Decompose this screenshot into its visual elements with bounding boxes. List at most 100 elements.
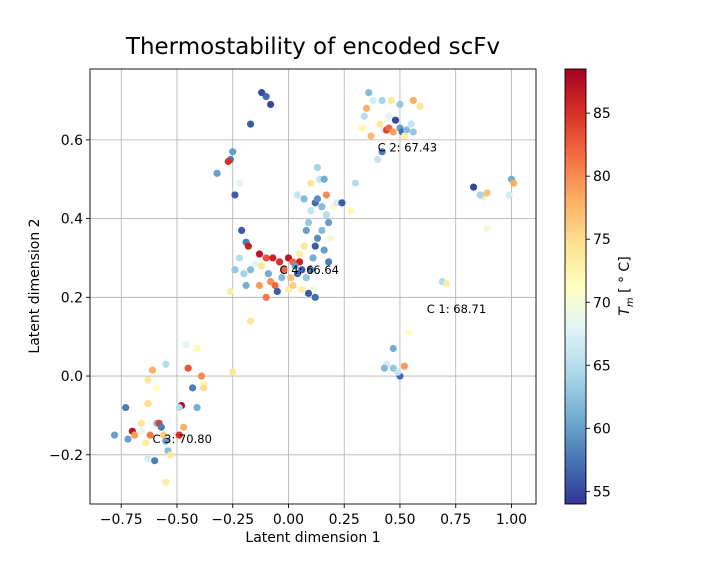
scatter-point xyxy=(246,266,255,274)
scatter-point xyxy=(396,100,404,109)
scatter-point xyxy=(122,403,130,412)
scatter-point xyxy=(483,224,491,233)
scatter-point xyxy=(188,384,197,392)
scatter-point xyxy=(262,254,270,262)
scatter-point xyxy=(197,372,206,380)
scatter-point xyxy=(338,199,346,207)
x-tick-label: −0.75 xyxy=(100,512,143,528)
colorbar-tick-label: 55 xyxy=(593,484,611,500)
scatter-point xyxy=(387,96,395,105)
scatter-point xyxy=(246,120,255,128)
scatter-point xyxy=(235,254,244,262)
scatter-point xyxy=(244,242,252,250)
scatter-point xyxy=(394,368,402,376)
scatter-point xyxy=(443,279,451,288)
scatter-point xyxy=(159,431,168,439)
scatter-point xyxy=(144,376,152,384)
scatter-point xyxy=(193,403,201,412)
x-tick-label: 0.75 xyxy=(440,512,471,528)
scatter-point xyxy=(510,179,518,187)
scatter-point xyxy=(280,266,288,274)
scatter-point xyxy=(409,128,417,136)
y-axis-ticks: −0.2 0.0 0.2 0.4 0.6 xyxy=(49,133,90,464)
scatter-point xyxy=(291,262,299,270)
scatter-point xyxy=(110,431,119,439)
scatter-point xyxy=(307,179,315,187)
scatter-point xyxy=(151,457,159,465)
scatter-point xyxy=(238,226,246,235)
y-axis-label: Latent dimension 2 xyxy=(27,218,43,353)
scatter-point xyxy=(322,211,330,219)
grid-lines xyxy=(90,69,536,504)
scatter-point xyxy=(374,155,382,164)
scatter-point xyxy=(483,189,491,197)
colorbar xyxy=(565,69,586,504)
scatter-point xyxy=(313,234,322,242)
x-tick-label: −0.25 xyxy=(211,512,254,528)
colorbar-tick-label: 70 xyxy=(593,295,611,311)
scatter-point xyxy=(264,270,272,278)
scatter-point xyxy=(313,163,322,172)
scatter-point xyxy=(231,266,239,274)
y-tick-label: 0.0 xyxy=(61,369,83,385)
scatter-point xyxy=(175,403,183,412)
scatter-point xyxy=(200,384,208,392)
colorbar-tick-label: 65 xyxy=(593,358,611,374)
cluster-annotation: C 1: 68.71 xyxy=(427,302,486,316)
scatter-point xyxy=(235,179,244,187)
colorbar-frame xyxy=(564,68,587,505)
scatter-point xyxy=(391,116,400,124)
scatter-point xyxy=(416,102,424,110)
scatter-point xyxy=(224,157,232,166)
colorbar-tick-label: 85 xyxy=(593,106,611,122)
scatter-point xyxy=(262,92,270,101)
scatter-point xyxy=(296,250,304,258)
scatter-point xyxy=(389,128,397,136)
scatter-point xyxy=(358,124,366,132)
scatter-point xyxy=(162,478,170,486)
colorbar-label-sub: m xyxy=(625,297,636,307)
scatter-point xyxy=(302,226,310,235)
y-tick-label: −0.2 xyxy=(49,448,83,464)
scatter-point xyxy=(157,423,165,431)
scatter-point xyxy=(269,254,277,262)
scatter-point xyxy=(302,274,310,282)
scatter-point xyxy=(307,207,315,215)
scatter-point xyxy=(378,148,386,156)
scatter-point xyxy=(137,419,145,427)
scatter-point xyxy=(298,266,306,274)
scatter-point xyxy=(229,148,237,156)
scatter-point xyxy=(144,400,152,408)
x-axis-label: Latent dimension 1 xyxy=(245,530,380,546)
colorbar-label-main: T xyxy=(617,306,633,316)
y-tick-label: 0.2 xyxy=(61,290,83,306)
scatter-point xyxy=(271,281,279,290)
scatter-point xyxy=(318,203,326,211)
scatter-point xyxy=(229,368,237,376)
cluster-annotation: C 3: 70.80 xyxy=(152,432,211,446)
x-tick-label: 0.50 xyxy=(384,512,415,528)
scatter-point xyxy=(367,132,375,140)
cluster-annotation: C 2: 67.43 xyxy=(378,141,437,155)
scatter-point xyxy=(162,437,170,445)
scatter-point xyxy=(255,281,264,290)
scatter-point xyxy=(300,195,308,203)
cluster-annotations: C 2: 67.43 C 4: 66.64 C 1: 68.71 C 3: 70.80 xyxy=(152,141,486,446)
scatter-point xyxy=(369,96,377,105)
x-tick-label: 0.00 xyxy=(273,512,304,528)
scatter-point xyxy=(258,262,266,270)
scatter-point xyxy=(327,234,335,242)
scatter-point xyxy=(242,281,250,290)
scatter-point xyxy=(240,270,248,278)
scatter-point xyxy=(226,287,235,296)
scatter-point xyxy=(351,179,359,187)
scatter-point xyxy=(137,427,145,435)
scatter-point xyxy=(360,112,368,120)
scatter-point xyxy=(153,384,161,392)
x-axis-ticks: −0.75 −0.50 −0.25 0.00 0.25 0.50 0.75 1.00 xyxy=(100,504,527,528)
scatter-point xyxy=(307,266,315,274)
scatter-point xyxy=(322,191,330,199)
colorbar-label: Tm [ ° C] xyxy=(617,256,636,315)
scatter-point xyxy=(362,104,371,112)
colorbar-tick-label: 75 xyxy=(593,232,611,248)
